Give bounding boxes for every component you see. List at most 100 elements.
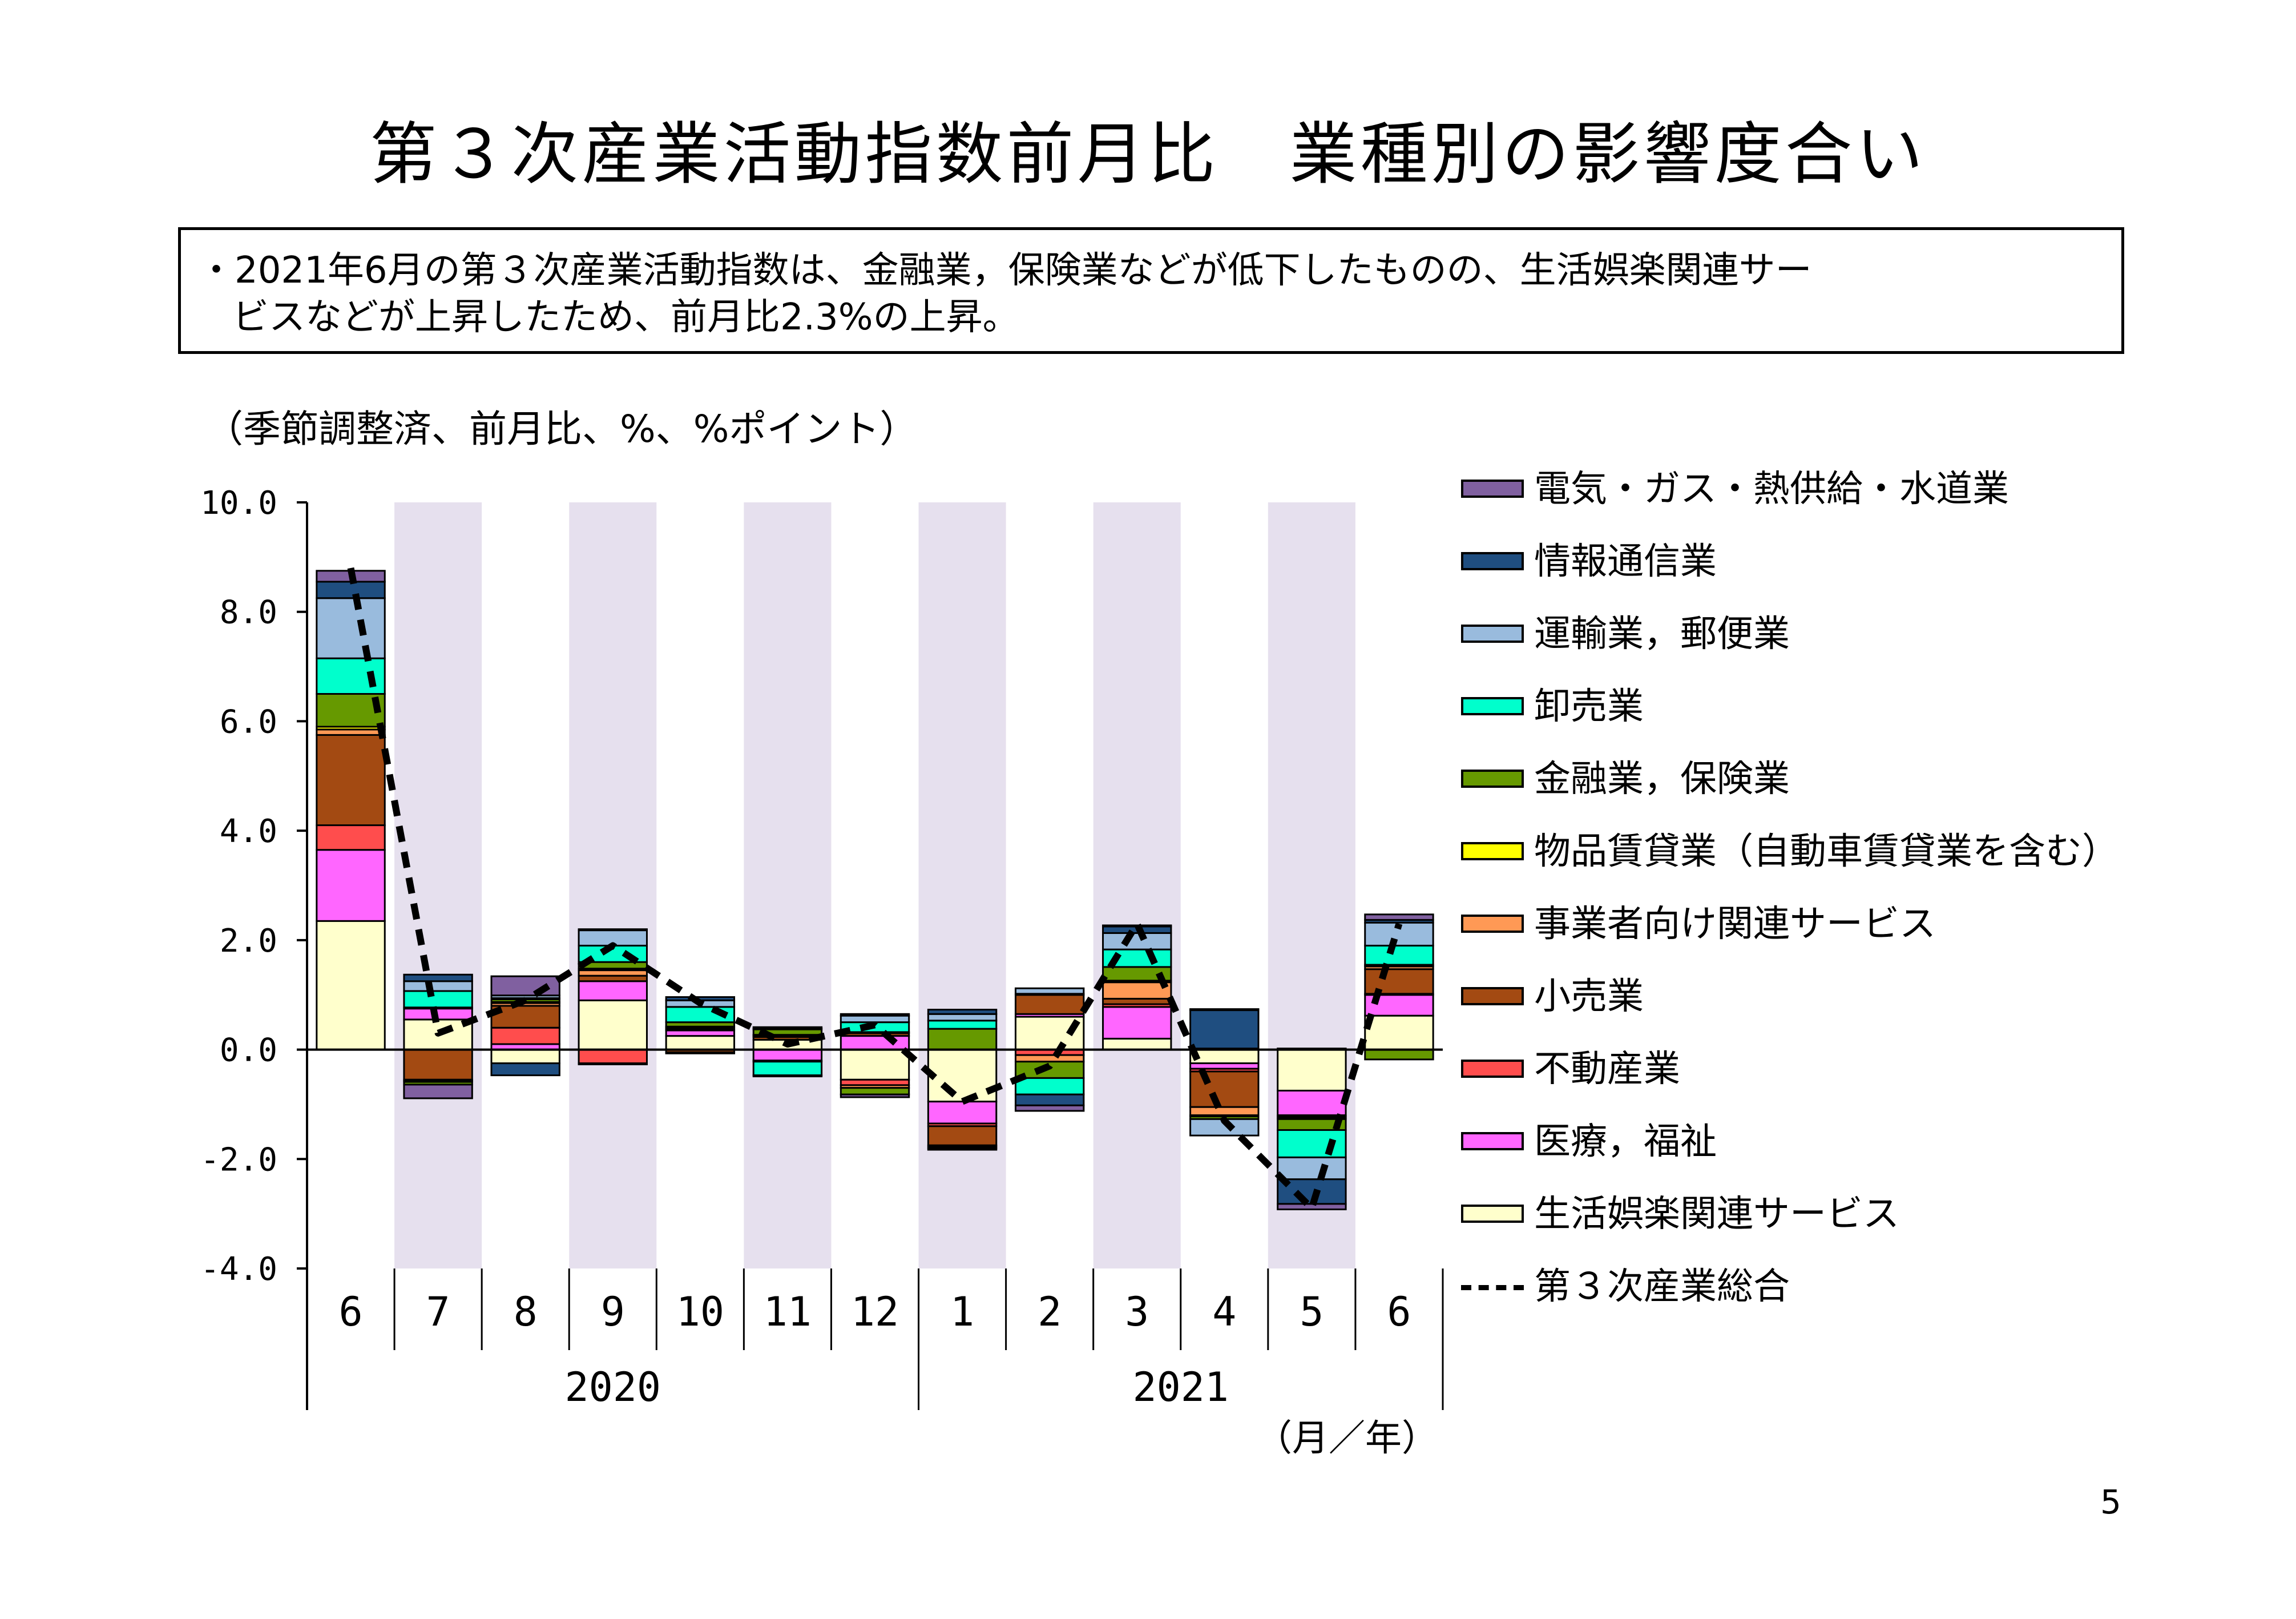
- bar-segment: [490, 1049, 560, 1065]
- legend-item: 運輸業，郵便業: [1461, 609, 2123, 660]
- bar-segment: [927, 1101, 998, 1125]
- y-tick-label: 6.0: [220, 703, 277, 740]
- bar-segment: [840, 1014, 910, 1024]
- bar-segment: [752, 1061, 823, 1077]
- bar-segment: [1189, 1009, 1260, 1050]
- bar-segment: [403, 1049, 473, 1081]
- legend-swatch: [1461, 1060, 1524, 1078]
- legend-item: 物品賃貸業（自動車賃貸業を含む）: [1461, 826, 2123, 877]
- y-tick-label: 8.0: [220, 594, 277, 631]
- bar-segment: [578, 1049, 648, 1065]
- y-tick-label: 10.0: [200, 485, 277, 522]
- y-tick-label: 0.0: [220, 1032, 277, 1069]
- x-tick-label: 10: [676, 1288, 724, 1335]
- shade-column-7: [918, 502, 1006, 1268]
- bar-segment: [840, 1035, 910, 1051]
- bar-segment: [490, 1005, 560, 1029]
- legend-swatch: [1461, 625, 1524, 643]
- bar-segment: [1364, 1014, 1434, 1051]
- bar-segment: [927, 1028, 998, 1051]
- y-tick-label: 4.0: [220, 813, 277, 850]
- legend-label: 事業者向け関連サービス: [1534, 903, 1936, 945]
- bar-segment: [927, 1009, 998, 1015]
- bar-segment: [840, 1093, 910, 1098]
- legend-swatch: [1461, 842, 1524, 860]
- bar-segment: [927, 1020, 998, 1030]
- x-tick-label: 5: [1300, 1288, 1323, 1335]
- legend-item: 事業者向け関連サービス: [1461, 899, 2123, 950]
- legend-item: 電気・ガス・熱供給・水道業: [1461, 464, 2123, 515]
- bar-segment: [927, 1147, 998, 1151]
- bar-segment: [1364, 913, 1434, 921]
- x-tick-label: 6: [338, 1288, 362, 1335]
- bar-segment: [490, 1026, 560, 1045]
- bar-segment: [316, 849, 386, 922]
- x-tick-label: 6: [1387, 1288, 1411, 1335]
- bar-segment: [1014, 994, 1085, 1015]
- bar-segment: [1102, 1006, 1172, 1040]
- bar-segment: [1277, 1089, 1347, 1117]
- bar-segment: [1189, 1049, 1260, 1065]
- legend-label: 金融業，保険業: [1534, 758, 1790, 800]
- bar-segment: [316, 581, 386, 599]
- bar-segment: [752, 1049, 823, 1062]
- legend-item: 情報通信業: [1461, 536, 2123, 587]
- bar-segment: [578, 980, 648, 1001]
- bar-segment: [1014, 1104, 1085, 1112]
- x-tick-label: 8: [514, 1288, 538, 1335]
- bar-segment: [578, 929, 648, 947]
- shade-column-3: [569, 502, 657, 1268]
- bar-segment: [316, 734, 386, 827]
- legend-swatch: [1461, 1205, 1524, 1223]
- bar-segment: [665, 1035, 736, 1051]
- bar-segment: [665, 1051, 736, 1054]
- total-line: [347, 567, 1403, 1212]
- legend-swatch: [1461, 480, 1524, 498]
- x-tick-label: 12: [851, 1288, 899, 1335]
- bar-segment: [1102, 1037, 1172, 1051]
- page-title: 第３次産業活動指数前月比 業種別の影響度合い: [369, 115, 1927, 194]
- legend-item: 第３次産業総合: [1461, 1261, 2123, 1312]
- legend-item: 卸売業: [1461, 681, 2123, 732]
- year-label: 2020: [564, 1364, 661, 1411]
- legend-item: 生活娯楽関連サービス: [1461, 1189, 2123, 1240]
- legend-label: 医療，福祉: [1534, 1121, 1717, 1163]
- bar-segment: [1014, 1054, 1085, 1063]
- bar-segment: [490, 1062, 560, 1077]
- bar-segment: [1102, 981, 1172, 1000]
- bar-segment: [316, 920, 386, 1051]
- bar-segment: [1014, 1061, 1085, 1079]
- legend-item: 医療，福祉: [1461, 1116, 2123, 1167]
- legend-swatch: [1461, 1132, 1524, 1150]
- axis-unit-note: （月／年）: [1256, 1417, 1438, 1460]
- legend-label: 不動産業: [1534, 1048, 1680, 1090]
- legend-label: 電気・ガス・熱供給・水道業: [1534, 468, 2009, 510]
- y-tick-label: -2.0: [200, 1141, 277, 1178]
- bar-segment: [403, 990, 473, 1009]
- bar-segment: [1277, 1203, 1347, 1210]
- x-tick-label: 3: [1125, 1288, 1149, 1335]
- legend-label: 運輸業，郵便業: [1534, 613, 1790, 655]
- bar-segment: [316, 657, 386, 695]
- bar-segment: [840, 1013, 910, 1017]
- legend-swatch: [1461, 987, 1524, 1005]
- bar-segment: [927, 1125, 998, 1146]
- bar-segment: [578, 999, 648, 1051]
- y-tick-label: -4.0: [200, 1251, 277, 1288]
- legend-label: 生活娯楽関連サービス: [1534, 1193, 1899, 1235]
- legend-item: 金融業，保険業: [1461, 754, 2123, 805]
- bar-segment: [1189, 1070, 1260, 1108]
- x-tick-label: 1: [950, 1288, 974, 1335]
- bar-segment: [490, 975, 560, 997]
- legend-item: 不動産業: [1461, 1044, 2123, 1095]
- bar-segment: [840, 1049, 910, 1081]
- bar-segment: [927, 1049, 998, 1103]
- summary-box: ・2021年6月の第３次産業活動指数は、金融業，保険業などが低下したものの、生活…: [178, 227, 2124, 354]
- bar-segment: [1189, 1106, 1260, 1117]
- unit-note: （季節調整済、前月比、%、%ポイント）: [205, 407, 918, 451]
- bar-segment: [578, 1062, 648, 1065]
- bar-segment: [752, 1026, 823, 1029]
- bar-segment: [578, 928, 648, 932]
- legend-dash-line: [1461, 1285, 1524, 1290]
